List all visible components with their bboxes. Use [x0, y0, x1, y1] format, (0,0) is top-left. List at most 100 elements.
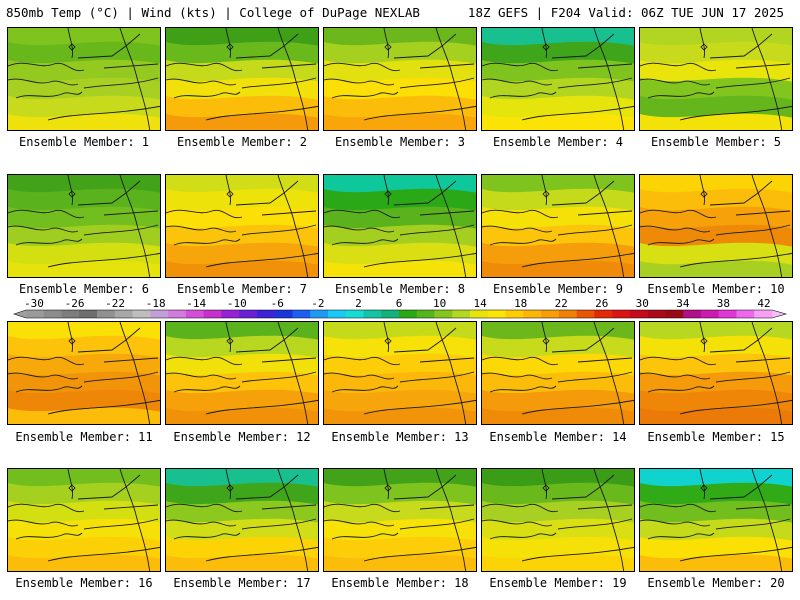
border	[77, 180, 141, 206]
coastline	[435, 469, 467, 571]
station-marker	[542, 43, 550, 51]
coastline	[435, 175, 467, 277]
lake-shore	[8, 225, 79, 233]
ensemble-panel	[481, 321, 635, 425]
ensemble-panel	[7, 321, 161, 425]
colorbar-swatch	[221, 310, 240, 318]
lake-shore	[640, 519, 711, 527]
state-line	[715, 518, 791, 530]
coastline	[324, 503, 401, 513]
lake-shore	[324, 372, 395, 380]
temperature-band	[640, 554, 792, 571]
colorbar-swatch	[452, 310, 471, 318]
border	[261, 504, 317, 510]
ensemble-panel	[165, 27, 319, 131]
border	[419, 210, 475, 216]
colorbar-tick-label: 22	[555, 297, 568, 310]
state-line	[399, 518, 475, 530]
coastline	[166, 209, 243, 219]
border	[541, 175, 547, 206]
coastline	[277, 28, 309, 130]
colorbar-swatch	[203, 310, 222, 318]
border	[699, 175, 705, 206]
colorbar-swatch	[523, 310, 542, 318]
border	[225, 175, 231, 206]
coastline	[640, 62, 717, 72]
coastline	[8, 209, 85, 219]
state-line	[241, 518, 317, 530]
colorbar-tick-label: -18	[146, 297, 166, 310]
temperature-map	[8, 175, 160, 277]
lake-shore	[173, 91, 241, 99]
lake-shore	[482, 372, 553, 380]
coastline	[593, 322, 625, 424]
border	[383, 28, 389, 59]
temperature-map	[324, 28, 476, 130]
border	[735, 210, 791, 216]
temperature-band	[166, 554, 318, 571]
border	[235, 474, 299, 500]
border	[225, 28, 231, 59]
colorbar-swatch	[114, 310, 133, 318]
member-caption: Ensemble Member: 5	[650, 135, 782, 149]
coastline	[119, 322, 151, 424]
state-line	[399, 224, 475, 236]
border	[77, 33, 141, 59]
temperature-band	[482, 260, 634, 277]
station-marker	[384, 337, 392, 345]
border	[67, 28, 73, 59]
member-caption: Ensemble Member: 17	[173, 576, 311, 590]
colorbar-swatch	[61, 310, 80, 318]
lake-shore	[647, 385, 715, 393]
colorbar-swatch	[292, 310, 311, 318]
colorbar-tick-label: -6	[271, 297, 284, 310]
state-line	[83, 77, 159, 89]
colorbar-swatch	[665, 310, 684, 318]
colorbar-swatch	[399, 310, 418, 318]
border	[235, 33, 299, 59]
state-line	[241, 371, 317, 383]
coastline	[324, 62, 401, 72]
ensemble-panel	[639, 321, 793, 425]
border	[551, 33, 615, 59]
border	[67, 175, 73, 206]
member-caption: Ensemble Member: 18	[331, 576, 469, 590]
colorbar-swatch	[718, 310, 737, 318]
temperature-map	[166, 175, 318, 277]
temperature-band	[482, 113, 634, 130]
coastline	[435, 28, 467, 130]
temperature-band	[8, 407, 160, 424]
member-caption: Ensemble Member: 13	[331, 430, 469, 444]
station-marker	[542, 190, 550, 198]
colorbar-swatch	[256, 310, 275, 318]
state-line	[83, 371, 159, 383]
border	[551, 474, 615, 500]
station-marker	[226, 337, 234, 345]
ensemble-panel	[639, 468, 793, 572]
colorbar-swatch	[470, 310, 489, 318]
lake-shore	[640, 78, 711, 86]
member-caption: Ensemble Member: 11	[15, 430, 153, 444]
state-line	[399, 371, 475, 383]
colorbar-swatch	[168, 310, 187, 318]
colorbar-swatch	[700, 310, 720, 318]
colorbar-swatch	[239, 310, 258, 318]
coastline	[277, 322, 309, 424]
state-line	[399, 77, 475, 89]
coastline	[593, 28, 625, 130]
ensemble-panel	[323, 468, 477, 572]
temperature-colorbar: -30 -26 -22 -18 -14 -10 -6 -2 2 6 10 14 18 22 26 30 34 38…	[13, 297, 788, 319]
border	[103, 63, 159, 69]
temperature-band	[8, 113, 160, 130]
temperature-map	[640, 469, 792, 571]
border	[67, 469, 73, 500]
temperature-map	[482, 322, 634, 424]
lake-shore	[166, 519, 237, 527]
state-line	[715, 224, 791, 236]
lake-shore	[647, 238, 715, 246]
colorbar-swatch	[576, 310, 595, 318]
lake-shore	[8, 78, 79, 86]
station-marker	[68, 190, 76, 198]
member-caption: Ensemble Member: 19	[489, 576, 627, 590]
ensemble-panel	[639, 27, 793, 131]
